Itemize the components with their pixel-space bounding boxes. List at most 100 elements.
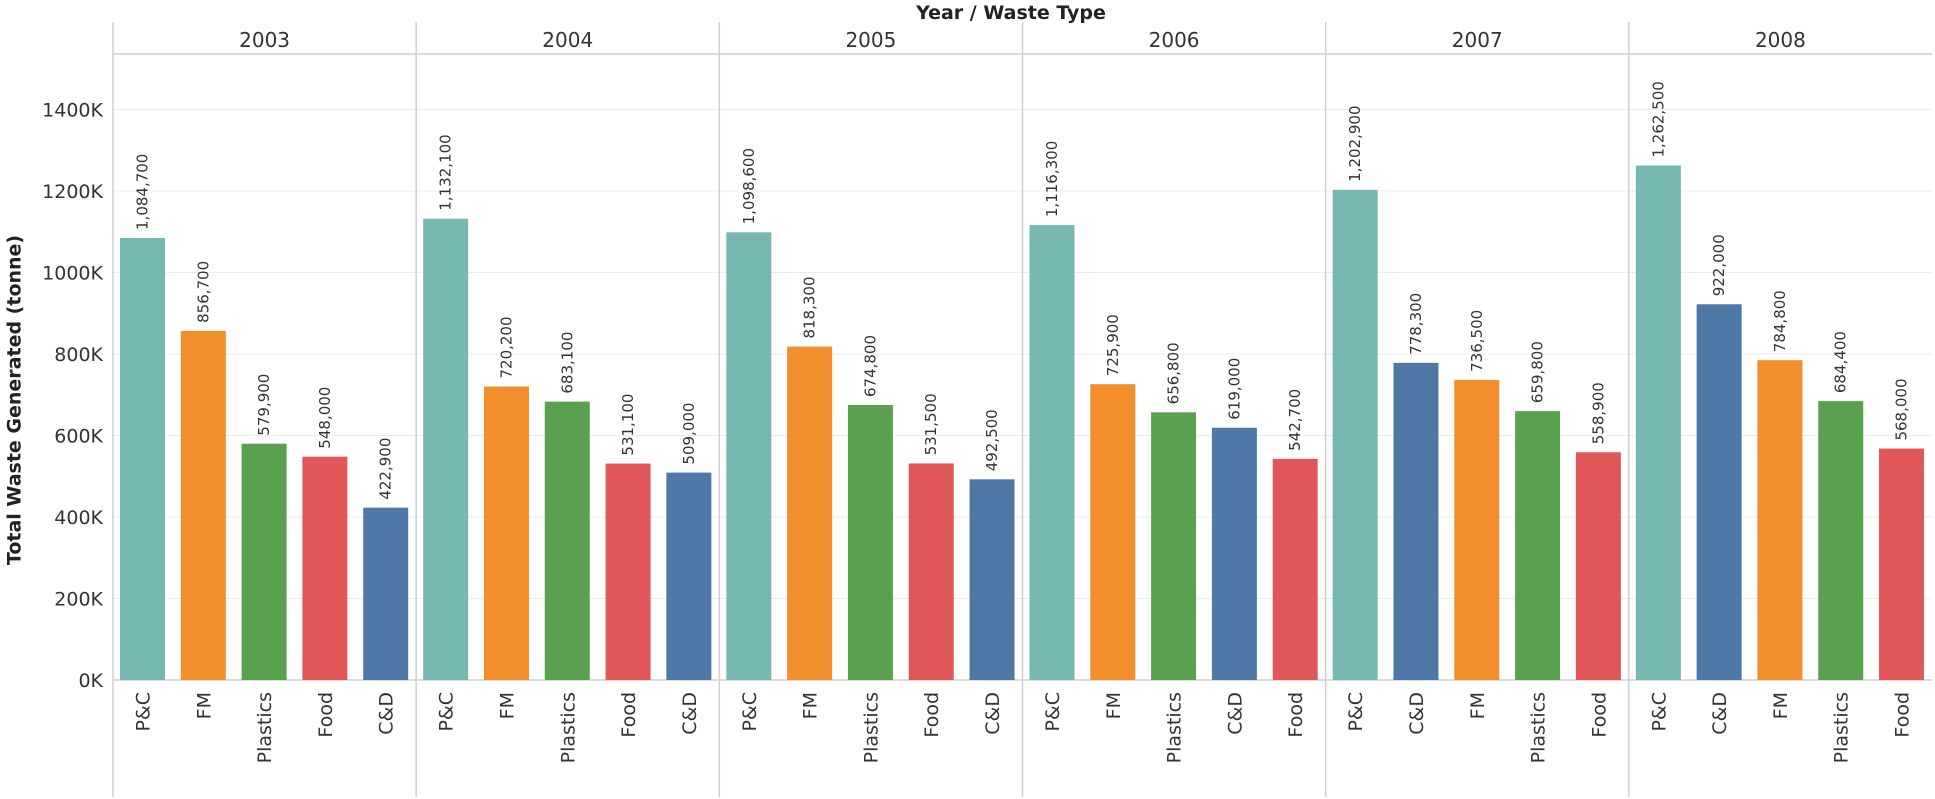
year-label-2007: 2007 [1452,28,1503,52]
category-labels: P&C FM Plastics Food C&D P&C FM Plastics Food C&D… [133,692,1914,763]
y-tick-label: 1000K [42,263,103,285]
category-label: FM [1770,692,1792,719]
value-label: 568,000 [1893,379,1911,441]
panel-frame [112,22,1932,797]
value-label: 1,116,300 [1043,141,1061,217]
bar-2008-food [1879,448,1925,680]
category-label: C&D [1224,692,1246,735]
bar-2003-p-c [120,237,165,681]
value-label: 720,200 [497,316,515,378]
bar-2005-fm [787,346,833,680]
bar-2005-food [908,463,954,680]
category-label: FM [800,692,822,719]
value-label: 674,800 [861,335,879,397]
bar-2007-c-d [1393,362,1439,680]
year-label-2003: 2003 [239,28,290,52]
bar-2007-plastics [1515,411,1561,680]
chart-title: Year / Waste Type [915,2,1106,24]
category-label: Food [1285,692,1307,738]
category-label: FM [193,692,215,719]
category-label: P&C [1345,692,1367,732]
bar-2003-food [302,456,348,680]
bar-2007-food [1575,452,1621,680]
category-label: Plastics [860,692,882,763]
category-label: P&C [133,692,155,732]
year-label-2004: 2004 [542,28,593,52]
category-label: C&D [679,692,701,735]
value-label: 531,500 [922,393,940,455]
bar-2008-p-c [1635,165,1681,680]
category-label: Food [1892,692,1914,738]
bar-2004-food [605,463,651,680]
value-labels: 1,084,700 856,700 579,900 548,000 422,900 1,1… [134,81,1911,499]
value-label: 422,900 [377,438,395,500]
y-tick-label: 1200K [42,181,103,203]
value-label: 619,000 [1225,358,1243,420]
value-label: 922,000 [1710,234,1728,296]
value-label: 542,700 [1286,389,1304,451]
category-label: Plastics [1831,692,1853,763]
y-tick-label: 200K [54,589,103,611]
bar-2007-p-c [1332,189,1378,681]
value-label: 531,100 [619,394,637,456]
category-label: Plastics [1164,692,1186,763]
value-label: 659,800 [1529,341,1547,403]
bar-2008-fm [1757,360,1803,680]
value-label: 784,800 [1771,290,1789,352]
category-label: C&D [1406,692,1428,735]
value-label: 683,100 [558,332,576,394]
y-tick-label: 600K [54,426,103,448]
y-tick-label: 800K [54,344,103,366]
value-label: 1,132,100 [437,134,455,210]
year-label-2005: 2005 [845,28,896,52]
year-headers: 2003 2004 2005 2006 2007 2008 [239,28,1806,52]
bar-2008-plastics [1818,401,1864,680]
category-label: P&C [436,692,458,732]
value-label: 656,800 [1165,342,1183,404]
value-label: 725,900 [1104,314,1122,376]
bar-2005-p-c [726,232,772,680]
category-label: C&D [376,692,398,735]
value-label: 856,700 [194,261,212,323]
bar-2004-plastics [544,401,590,680]
category-label: Food [618,692,640,738]
value-label: 818,300 [801,277,819,339]
bar-2006-c-d [1211,427,1257,680]
y-tick-label: 0K [78,670,103,692]
category-label: Plastics [254,692,276,763]
category-label: Plastics [557,692,579,763]
category-label: FM [1103,692,1125,719]
value-label: 1,262,500 [1649,81,1667,157]
value-label: 558,900 [1589,382,1607,444]
value-label: 736,500 [1468,310,1486,372]
bar-2007-fm [1454,379,1500,680]
value-label: 509,000 [680,403,698,465]
year-label-2006: 2006 [1149,28,1200,52]
value-label: 548,000 [316,387,334,449]
value-label: 778,300 [1407,293,1425,355]
y-axis-ticks: 0K 200K 400K 600K 800K 1000K 1200K 1400K [42,100,103,693]
bar-2006-p-c [1029,225,1075,680]
value-label: 1,202,900 [1346,105,1364,181]
y-axis-label: Total Waste Generated (tonne) [4,235,26,565]
value-label: 684,400 [1832,331,1850,393]
bar-2005-plastics [847,405,893,680]
category-label: Food [315,692,337,738]
category-label: Plastics [1528,692,1550,763]
category-label: C&D [982,692,1004,735]
bar-2006-fm [1090,384,1136,680]
bar-2003-plastics [241,443,287,680]
value-label: 1,084,700 [134,154,152,230]
bar-2004-p-c [423,218,469,680]
bar-2006-food [1272,458,1318,680]
category-label: P&C [739,692,761,732]
bars [120,165,1925,681]
category-label: Food [1588,692,1610,738]
category-label: FM [1467,692,1489,719]
bar-2003-fm [180,330,226,680]
category-label: C&D [1709,692,1731,735]
bar-2004-c-d [666,472,712,680]
category-label: P&C [1648,692,1670,732]
y-tick-label: 1400K [42,100,103,122]
